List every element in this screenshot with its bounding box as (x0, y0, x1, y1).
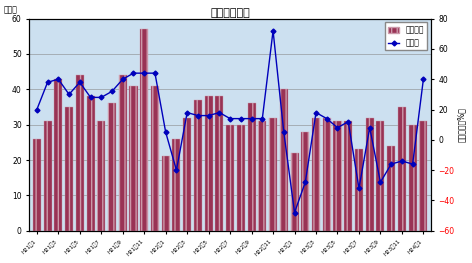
Y-axis label: （前年比：%）: （前年比：%） (457, 107, 466, 142)
Bar (194, 100, 202, 231)
Bar (312, 118, 320, 231)
Bar (215, 96, 223, 231)
Bar (129, 86, 137, 231)
Bar (54, 79, 62, 231)
Bar (290, 153, 299, 231)
Text: （件）: （件） (3, 5, 17, 14)
Bar (43, 121, 51, 231)
Bar (387, 146, 395, 231)
Bar (258, 121, 266, 231)
Bar (301, 132, 309, 231)
Bar (323, 118, 331, 231)
Bar (119, 75, 127, 231)
Bar (333, 121, 342, 231)
Bar (398, 107, 406, 231)
Bar (108, 103, 116, 231)
Bar (366, 118, 374, 231)
Bar (76, 75, 84, 231)
Bar (162, 156, 170, 231)
Bar (151, 86, 159, 231)
Legend: 倒産件数, 前年比: 倒産件数, 前年比 (385, 22, 427, 50)
Bar (409, 125, 417, 231)
Bar (205, 96, 213, 231)
Bar (344, 121, 352, 231)
Bar (269, 118, 277, 231)
Bar (140, 29, 148, 231)
Bar (355, 149, 363, 231)
Bar (86, 96, 94, 231)
Bar (183, 118, 191, 231)
Bar (226, 125, 234, 231)
Bar (65, 107, 73, 231)
Bar (33, 139, 41, 231)
Title: 企業倒産件数: 企業倒産件数 (210, 8, 250, 18)
Bar (248, 103, 256, 231)
Bar (376, 121, 385, 231)
Bar (280, 89, 288, 231)
Bar (97, 121, 105, 231)
Bar (237, 125, 245, 231)
Bar (172, 139, 180, 231)
Bar (419, 121, 428, 231)
